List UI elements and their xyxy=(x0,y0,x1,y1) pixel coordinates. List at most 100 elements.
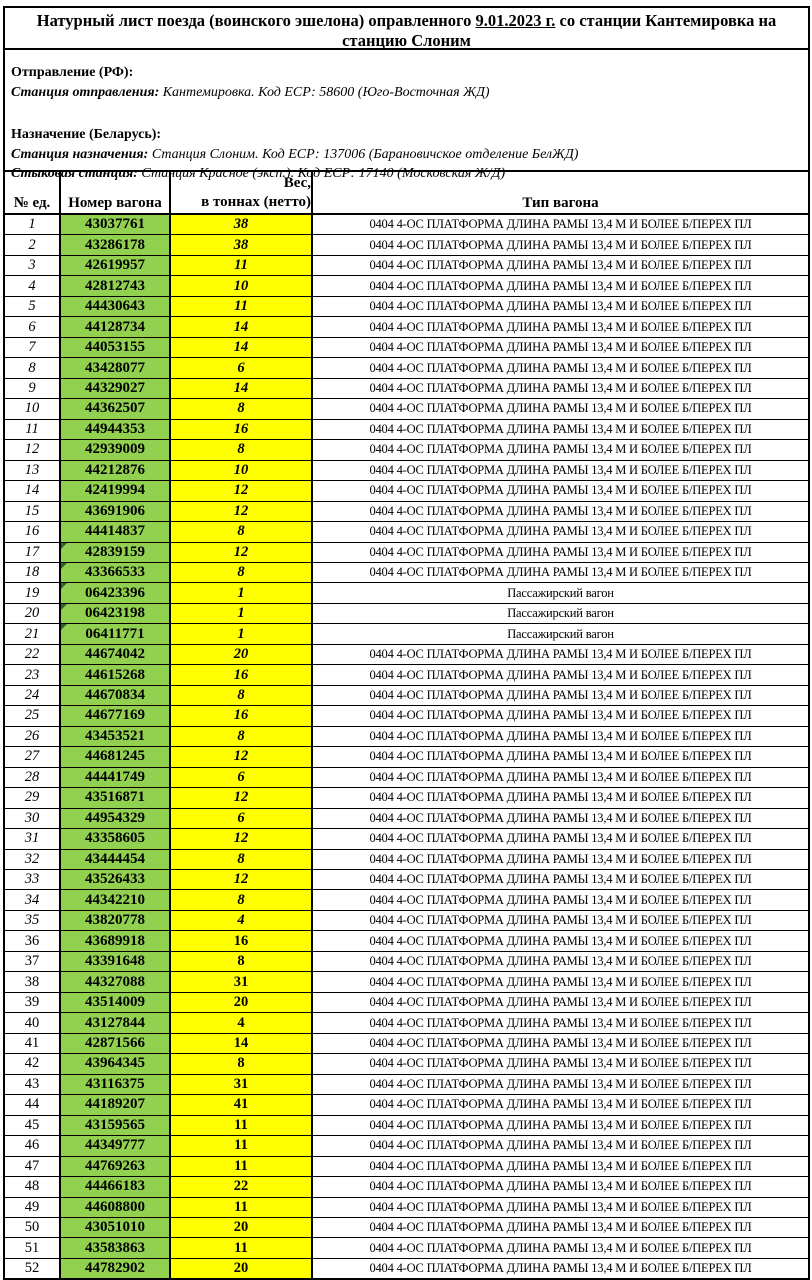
weight-cell: 8 xyxy=(171,685,313,706)
weight-cell: 11 xyxy=(171,1115,313,1136)
unit-number-cell: 23 xyxy=(5,665,61,685)
weight-cell: 1 xyxy=(171,583,313,603)
wagon-number-cell: 43516871 xyxy=(61,788,171,808)
wagon-number-cell: 43358605 xyxy=(61,829,171,849)
wagon-number-cell: 44441749 xyxy=(61,767,171,788)
wagon-type-cell: 0404 4-ОС ПЛАТФОРМА ДЛИНА РАМЫ 13,4 М И … xyxy=(369,667,752,682)
table-row: 13 44212876 10 0404 4-ОС ПЛАТФОРМА ДЛИНА… xyxy=(5,460,808,482)
wagon-type-cell: 0404 4-ОС ПЛАТФОРМА ДЛИНА РАМЫ 13,4 М И … xyxy=(369,995,752,1010)
wagon-type-cell: 0404 4-ОС ПЛАТФОРМА ДЛИНА РАМЫ 13,4 М И … xyxy=(369,299,752,314)
table-row: 46 44349777 11 0404 4-ОС ПЛАТФОРМА ДЛИНА… xyxy=(5,1136,808,1157)
destination-station-line: Станция назначения: Станция Слоним. Код … xyxy=(11,146,798,164)
unit-number-cell: 34 xyxy=(5,890,61,910)
unit-number-cell: 51 xyxy=(5,1238,61,1258)
unit-number-cell: 42 xyxy=(5,1054,61,1074)
unit-number-cell: 10 xyxy=(5,399,61,419)
table-row: 25 44677169 16 0404 4-ОС ПЛАТФОРМА ДЛИНА… xyxy=(5,706,808,727)
weight-cell: 6 xyxy=(171,767,313,788)
wagon-type-cell: 0404 4-ОС ПЛАТФОРМА ДЛИНА РАМЫ 13,4 М И … xyxy=(369,1179,752,1194)
table-row: 42 43964345 8 0404 4-ОС ПЛАТФОРМА ДЛИНА … xyxy=(5,1054,808,1075)
weight-cell: 16 xyxy=(171,419,313,440)
unit-number-cell: 13 xyxy=(5,460,61,481)
unit-number-cell: 39 xyxy=(5,992,61,1013)
weight-cell: 38 xyxy=(171,235,313,255)
table-row: 30 44954329 6 0404 4-ОС ПЛАТФОРМА ДЛИНА … xyxy=(5,808,808,830)
wagon-type-cell: 0404 4-ОС ПЛАТФОРМА ДЛИНА РАМЫ 13,4 М И … xyxy=(369,258,752,273)
table-row: 8 43428077 6 0404 4-ОС ПЛАТФОРМА ДЛИНА Р… xyxy=(5,358,808,379)
title-prefix: Натурный лист поезда (воинского эшелона)… xyxy=(36,11,476,30)
wagon-number-cell: 06423396 xyxy=(61,583,171,603)
table-row: 10 44362507 8 0404 4-ОС ПЛАТФОРМА ДЛИНА … xyxy=(5,399,808,420)
wagon-type-cell: 0404 4-ОС ПЛАТФОРМА ДЛИНА РАМЫ 13,4 М И … xyxy=(369,1199,752,1214)
title-suffix: со станции Кантемировка на станцию Слони… xyxy=(342,11,777,50)
unit-number-cell: 52 xyxy=(5,1258,61,1279)
wagon-type-cell: 0404 4-ОС ПЛАТФОРМА ДЛИНА РАМЫ 13,4 М И … xyxy=(369,217,752,232)
unit-number-cell: 20 xyxy=(5,603,61,624)
wagon-type-cell: 0404 4-ОС ПЛАТФОРМА ДЛИНА РАМЫ 13,4 М И … xyxy=(369,421,752,436)
wagon-number-cell: 43391648 xyxy=(61,951,171,972)
unit-number-cell: 8 xyxy=(5,358,61,378)
wagon-number-cell: 43444454 xyxy=(61,849,171,869)
wagon-number-cell: 43583863 xyxy=(61,1238,171,1258)
weight-cell: 11 xyxy=(171,296,313,317)
unit-number-cell: 17 xyxy=(5,542,61,562)
weight-cell: 12 xyxy=(171,870,313,890)
weight-cell: 12 xyxy=(171,788,313,808)
table-row: 38 44327088 31 0404 4-ОС ПЛАТФОРМА ДЛИНА… xyxy=(5,972,808,993)
wagon-number-cell: 42839159 xyxy=(61,542,171,562)
wagon-number-cell: 43820778 xyxy=(61,910,171,931)
unit-number-cell: 28 xyxy=(5,767,61,788)
wagon-number-cell: 42939009 xyxy=(61,440,171,460)
weight-cell: 16 xyxy=(171,706,313,726)
table-row: 7 44053155 14 0404 4-ОС ПЛАТФОРМА ДЛИНА … xyxy=(5,337,808,359)
unit-number-cell: 22 xyxy=(5,644,61,665)
wagon-number-cell: 44615268 xyxy=(61,665,171,685)
wagon-number-cell: 43127844 xyxy=(61,1013,171,1033)
wagon-type-cell: 0404 4-ОС ПЛАТФОРМА ДЛИНА РАМЫ 13,4 М И … xyxy=(369,913,752,928)
weight-cell: 12 xyxy=(171,501,313,522)
table-row: 15 43691906 12 0404 4-ОС ПЛАТФОРМА ДЛИНА… xyxy=(5,501,808,523)
wagon-type-cell: 0404 4-ОС ПЛАТФОРМА ДЛИНА РАМЫ 13,4 М И … xyxy=(369,1097,752,1112)
weight-cell: 8 xyxy=(171,951,313,972)
wagon-type-cell: 0404 4-ОС ПЛАТФОРМА ДЛИНА РАМЫ 13,4 М И … xyxy=(369,790,752,805)
header-wagon-type: Тип вагона xyxy=(522,195,599,211)
wagon-type-cell: 0404 4-ОС ПЛАТФОРМА ДЛИНА РАМЫ 13,4 М И … xyxy=(369,749,752,764)
wagon-number-cell: 43691906 xyxy=(61,501,171,522)
unit-number-cell: 49 xyxy=(5,1197,61,1217)
destination-station-value: Станция Слоним. Код ЕСР: 137006 (Баранов… xyxy=(151,147,579,162)
unit-number-cell: 2 xyxy=(5,235,61,255)
wagon-type-cell: 0404 4-ОС ПЛАТФОРМА ДЛИНА РАМЫ 13,4 М И … xyxy=(369,1261,752,1276)
weight-cell: 12 xyxy=(171,747,313,767)
weight-cell: 1 xyxy=(171,624,313,644)
header-weight: Вес, в тоннах (нетто) xyxy=(171,172,313,213)
wagon-type-cell: 0404 4-ОС ПЛАТФОРМА ДЛИНА РАМЫ 13,4 М И … xyxy=(369,872,752,887)
table-row: 27 44681245 12 0404 4-ОС ПЛАТФОРМА ДЛИНА… xyxy=(5,747,808,768)
unit-number-cell: 40 xyxy=(5,1013,61,1033)
wagon-number-cell: 43037761 xyxy=(61,215,171,235)
unit-number-cell: 25 xyxy=(5,706,61,726)
table-row: 21 06411771 1 Пассажирский вагон xyxy=(5,624,808,645)
wagon-number-cell: 43366533 xyxy=(61,562,171,583)
title-date-underlined: 9.01.2023 г. xyxy=(475,11,556,30)
wagon-number-cell: 44608800 xyxy=(61,1197,171,1217)
weight-cell: 12 xyxy=(171,542,313,562)
wagon-type-cell: 0404 4-ОС ПЛАТФОРМА ДЛИНА РАМЫ 13,4 М И … xyxy=(369,319,752,334)
wagon-number-cell: 43051010 xyxy=(61,1217,171,1238)
header-unit-number: № ед. xyxy=(5,172,61,213)
wagon-type-cell: 0404 4-ОС ПЛАТФОРМА ДЛИНА РАМЫ 13,4 М И … xyxy=(369,483,752,498)
wagon-type-cell: 0404 4-ОС ПЛАТФОРМА ДЛИНА РАМЫ 13,4 М И … xyxy=(369,892,752,907)
wagon-type-cell: 0404 4-ОС ПЛАТФОРМА ДЛИНА РАМЫ 13,4 М И … xyxy=(369,810,752,825)
wagon-number-cell: 44466183 xyxy=(61,1177,171,1197)
unit-number-cell: 44 xyxy=(5,1095,61,1115)
wagon-type-cell: 0404 4-ОС ПЛАТФОРМА ДЛИНА РАМЫ 13,4 М И … xyxy=(369,237,752,252)
wagon-type-cell: Пассажирский вагон xyxy=(507,585,614,600)
wagon-number-cell: 44212876 xyxy=(61,460,171,481)
wagon-number-cell: 43116375 xyxy=(61,1074,171,1095)
table-row: 50 43051010 20 0404 4-ОС ПЛАТФОРМА ДЛИНА… xyxy=(5,1217,808,1239)
wagon-type-cell: 0404 4-ОС ПЛАТФОРМА ДЛИНА РАМЫ 13,4 М И … xyxy=(369,278,752,293)
table-row: 24 44670834 8 0404 4-ОС ПЛАТФОРМА ДЛИНА … xyxy=(5,685,808,707)
wagon-type-cell: 0404 4-ОС ПЛАТФОРМА ДЛИНА РАМЫ 13,4 М И … xyxy=(369,647,752,662)
unit-number-cell: 26 xyxy=(5,726,61,747)
wagon-number-cell: 44681245 xyxy=(61,747,171,767)
unit-number-cell: 50 xyxy=(5,1217,61,1238)
